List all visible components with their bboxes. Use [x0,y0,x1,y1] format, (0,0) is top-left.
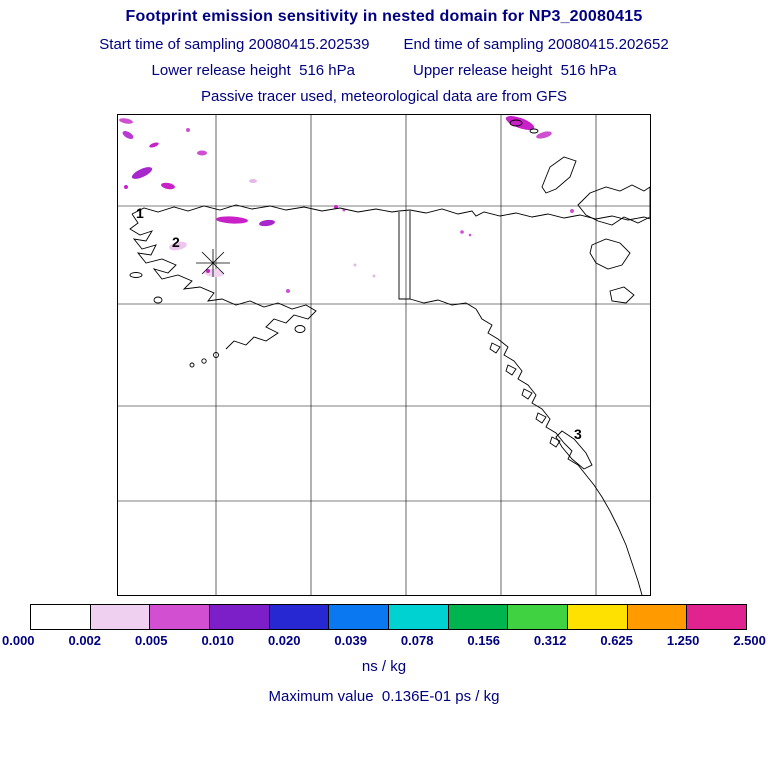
map-marker-3: 3 [574,426,582,442]
colorbar-tick-label: 0.005 [134,633,168,648]
page-title: Footprint emission sensitivity in nested… [125,8,643,25]
colorbar-segment [568,605,628,629]
release-heights-row: Lower release height 516 hPa Upper relea… [0,62,768,79]
end-time-label: End time of sampling 20080415.202652 [403,36,669,53]
colorbar-segment [627,605,688,629]
grid-lines [118,115,650,595]
start-time-label: Start time of sampling 20080415.202539 [99,36,370,53]
colorbar-tick-label: 1.250 [666,633,700,648]
colorbar-tick-label: 2.500 [733,633,766,648]
release-point-asterisk-icon [196,249,230,277]
colorbar-segment [210,605,270,629]
colorbar [30,604,747,630]
colorbar-tick-label: 0.010 [201,633,234,648]
colorbar-segment [687,605,747,629]
upper-release-label: Upper release height 516 hPa [413,62,617,79]
colorbar-units-label: ns / kg [361,658,407,675]
colorbar-tick-label: 0.002 [68,633,102,648]
map-panel: 1 2 3 [117,114,651,596]
sampling-times-row: Start time of sampling 20080415.202539 E… [0,36,768,53]
colorbar-tick-label: 0.312 [533,633,567,648]
map-marker-2: 2 [172,234,180,250]
colorbar-segment [90,605,151,629]
colorbar-tick-label: 0.156 [467,633,500,648]
colorbar-tick-label: 0.625 [600,633,633,648]
max-value-label: Maximum value 0.136E-01 ps / kg [268,688,500,705]
colorbar-segment [329,605,390,629]
colorbar-segment [448,605,509,629]
map-marker-1: 1 [136,205,144,221]
colorbar-segment [31,605,91,629]
lower-release-label: Lower release height 516 hPa [151,62,355,79]
sensitivity-patches [119,116,574,293]
colorbar-segment [389,605,449,629]
colorbar-tick-label: 0.039 [334,633,367,648]
colorbar-segment [269,605,330,629]
colorbar-tick-label: 0.020 [267,633,301,648]
colorbar-ticks: 0.000 0.002 0.005 0.010 0.020 0.039 0.078 0.156… [2,633,766,648]
colorbar-segment [150,605,211,629]
colorbar-segment [508,605,569,629]
colorbar-tick-label: 0.078 [400,633,434,648]
map-plot: 1 2 3 [118,115,650,595]
colorbar-tick-label: 0.000 [2,633,35,648]
coastlines [129,119,650,595]
tracer-meteo-label: Passive tracer used, meteorological data… [201,88,567,105]
